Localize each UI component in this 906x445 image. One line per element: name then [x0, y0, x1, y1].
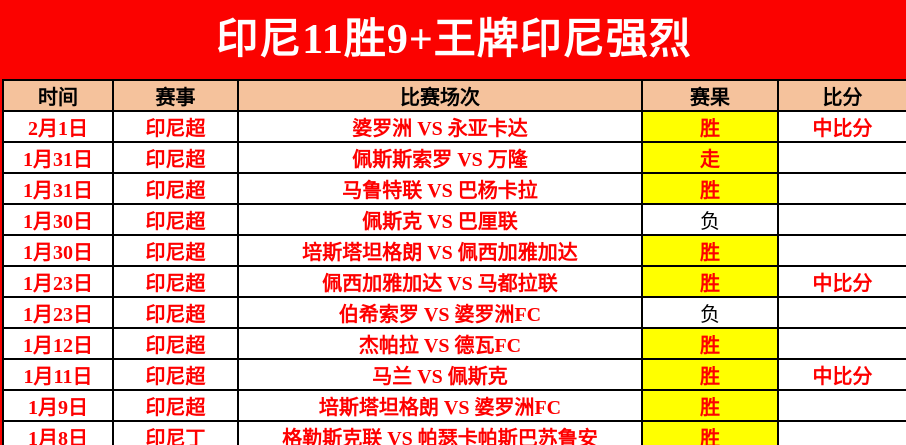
result-badge: 胜	[641, 358, 779, 391]
header-time: 时间	[2, 79, 114, 112]
match-teams: 佩斯克 VS 巴厘联	[237, 203, 643, 236]
league-name: 印尼超	[112, 141, 239, 174]
league-name: 印尼超	[112, 389, 239, 422]
header-result: 赛果	[641, 79, 779, 112]
match-date: 1月31日	[2, 141, 114, 174]
score-note	[777, 203, 906, 236]
match-date: 1月9日	[2, 389, 114, 422]
header-score: 比分	[777, 79, 906, 112]
table-row: 1月30日 印尼超 培斯塔坦格朗 VS 佩西加雅加达 胜	[2, 234, 906, 267]
match-teams: 杰帕拉 VS 德瓦FC	[237, 327, 643, 360]
page-title: 印尼11胜9+王牌印尼强烈	[216, 16, 692, 63]
table-row: 1月31日 印尼超 佩斯斯索罗 VS 万隆 走	[2, 141, 906, 174]
results-table-body: 2月1日 印尼超 婆罗洲 VS 永亚卡达 胜 中比分 1月31日 印尼超 佩斯斯…	[2, 110, 906, 445]
table-row: 1月30日 印尼超 佩斯克 VS 巴厘联 负	[2, 203, 906, 236]
score-note	[777, 296, 906, 329]
match-teams: 佩斯斯索罗 VS 万隆	[237, 141, 643, 174]
league-name: 印尼超	[112, 172, 239, 205]
score-note	[777, 172, 906, 205]
result-badge: 胜	[641, 389, 779, 422]
table-row: 1月9日 印尼超 培斯塔坦格朗 VS 婆罗洲FC 胜	[2, 389, 906, 422]
league-name: 印尼丁	[112, 420, 239, 445]
header-match: 比赛场次	[237, 79, 643, 112]
header-row: 时间 赛事 比赛场次 赛果 比分	[2, 79, 906, 112]
league-name: 印尼超	[112, 234, 239, 267]
match-teams: 佩西加雅加达 VS 马都拉联	[237, 265, 643, 298]
table-row: 1月8日 印尼丁 格勒斯克联 VS 帕瑟卡帕斯巴苏鲁安 胜	[2, 420, 906, 445]
score-note	[777, 420, 906, 445]
score-note: 中比分	[777, 265, 906, 298]
match-teams: 伯希索罗 VS 婆罗洲FC	[237, 296, 643, 329]
league-name: 印尼超	[112, 296, 239, 329]
title-banner: 印尼11胜9+王牌印尼强烈	[2, 0, 906, 79]
match-date: 1月11日	[2, 358, 114, 391]
result-badge: 胜	[641, 234, 779, 267]
match-date: 1月31日	[2, 172, 114, 205]
table-row: 1月31日 印尼超 马鲁特联 VS 巴杨卡拉 胜	[2, 172, 906, 205]
score-note	[777, 234, 906, 267]
results-table-header: 时间 赛事 比赛场次 赛果 比分	[2, 79, 906, 112]
table-row: 1月11日 印尼超 马兰 VS 佩斯克 胜 中比分	[2, 358, 906, 391]
result-badge: 胜	[641, 327, 779, 360]
score-note	[777, 327, 906, 360]
result-badge: 胜	[641, 420, 779, 445]
score-note	[777, 389, 906, 422]
result-badge: 胜	[641, 172, 779, 205]
table-row: 1月23日 印尼超 伯希索罗 VS 婆罗洲FC 负	[2, 296, 906, 329]
league-name: 印尼超	[112, 265, 239, 298]
match-teams: 培斯塔坦格朗 VS 婆罗洲FC	[237, 389, 643, 422]
league-name: 印尼超	[112, 203, 239, 236]
match-teams: 婆罗洲 VS 永亚卡达	[237, 110, 643, 143]
results-table: 时间 赛事 比赛场次 赛果 比分 2月1日 印尼超 婆罗洲 VS 永亚卡达 胜 …	[2, 79, 906, 445]
result-badge: 胜	[641, 265, 779, 298]
match-teams: 格勒斯克联 VS 帕瑟卡帕斯巴苏鲁安	[237, 420, 643, 445]
header-league: 赛事	[112, 79, 239, 112]
match-teams: 培斯塔坦格朗 VS 佩西加雅加达	[237, 234, 643, 267]
match-date: 1月30日	[2, 234, 114, 267]
score-note: 中比分	[777, 110, 906, 143]
match-teams: 马兰 VS 佩斯克	[237, 358, 643, 391]
table-row: 2月1日 印尼超 婆罗洲 VS 永亚卡达 胜 中比分	[2, 110, 906, 143]
match-date: 1月30日	[2, 203, 114, 236]
league-name: 印尼超	[112, 358, 239, 391]
match-date: 2月1日	[2, 110, 114, 143]
table-row: 1月23日 印尼超 佩西加雅加达 VS 马都拉联 胜 中比分	[2, 265, 906, 298]
table-row: 1月12日 印尼超 杰帕拉 VS 德瓦FC 胜	[2, 327, 906, 360]
result-badge: 负	[641, 203, 779, 236]
league-name: 印尼超	[112, 110, 239, 143]
result-badge: 胜	[641, 110, 779, 143]
match-date: 1月23日	[2, 265, 114, 298]
result-badge: 走	[641, 141, 779, 174]
score-note: 中比分	[777, 358, 906, 391]
match-date: 1月8日	[2, 420, 114, 445]
score-note	[777, 141, 906, 174]
result-badge: 负	[641, 296, 779, 329]
match-teams: 马鲁特联 VS 巴杨卡拉	[237, 172, 643, 205]
match-date: 1月23日	[2, 296, 114, 329]
match-date: 1月12日	[2, 327, 114, 360]
league-name: 印尼超	[112, 327, 239, 360]
